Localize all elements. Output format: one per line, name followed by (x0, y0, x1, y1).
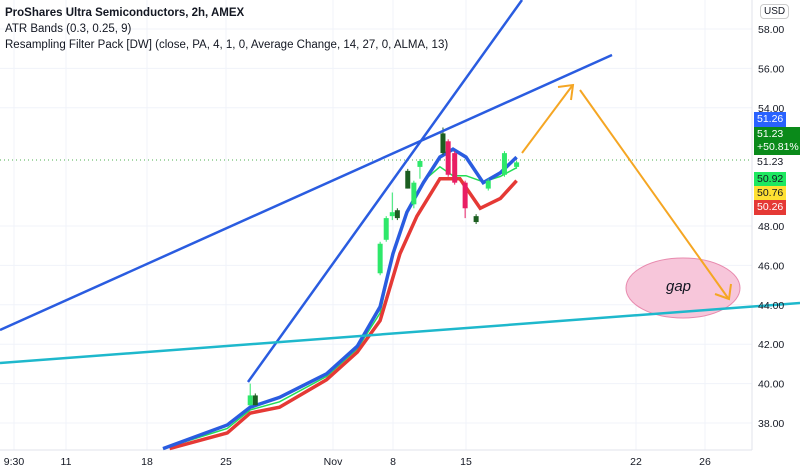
candle[interactable] (377, 241, 383, 276)
currency-label[interactable]: USD (760, 4, 790, 19)
candle[interactable] (411, 180, 417, 209)
y-tick-label: 44.00 (758, 300, 784, 312)
x-tick-label: Nov (324, 456, 343, 468)
candle-body (440, 133, 446, 154)
mid-filter-line (162, 165, 517, 450)
candle-body (383, 218, 389, 240)
candle[interactable] (405, 168, 411, 189)
candle[interactable] (252, 393, 258, 406)
price-badge: 50.92 (754, 172, 787, 187)
candle-body (452, 153, 458, 183)
candle-body (377, 243, 383, 274)
trendline-steep[interactable] (246, 0, 524, 383)
y-tick-label: 42.00 (758, 339, 784, 351)
x-tick-label: 11 (61, 456, 72, 468)
symbol-title[interactable]: ProShares Ultra Semiconductors, 2h, AMEX (5, 7, 245, 19)
candle-body (405, 170, 411, 189)
candle[interactable] (394, 208, 400, 221)
candle-body (473, 216, 479, 223)
candle-body (485, 180, 491, 189)
x-tick-label: 8 (390, 456, 396, 468)
indicator-resampling-filter[interactable]: Resampling Filter Pack [DW] (close, PA, … (5, 39, 449, 51)
candle-body (411, 182, 417, 205)
candle[interactable] (383, 216, 389, 242)
candle[interactable] (473, 214, 479, 225)
legend: ProShares Ultra Semiconductors, 2h, AMEX… (5, 5, 448, 53)
gap-label: gap (666, 278, 692, 295)
candle-body (252, 395, 258, 406)
x-tick-label: 15 (460, 456, 472, 468)
candle-body (462, 182, 468, 209)
x-tick-label: 22 (630, 456, 642, 468)
gap-ellipse[interactable] (625, 257, 741, 319)
x-tick-label: 25 (220, 456, 232, 468)
y-tick-label: 56.00 (758, 63, 784, 75)
candle[interactable] (501, 151, 507, 177)
x-tick-label: 9:30 (4, 456, 25, 468)
arrow-down[interactable] (579, 89, 729, 299)
price-badge: 50.26 (754, 200, 787, 215)
candle-body (247, 395, 253, 406)
upper-band-line[interactable] (162, 147, 518, 451)
y-tick-label: 54.00 (758, 103, 784, 115)
y-tick-label: 48.00 (758, 221, 784, 233)
candle[interactable] (452, 151, 458, 185)
x-tick-label: 18 (141, 456, 153, 468)
candle[interactable] (389, 192, 395, 221)
price-badge: 51.26 (754, 112, 787, 127)
indicator-atr-bands[interactable]: ATR Bands (0.3, 0.25, 9) (5, 23, 132, 35)
y-tick-label: 46.00 (758, 260, 784, 272)
x-tick-label: 26 (699, 456, 711, 468)
candle-body (514, 162, 520, 167)
arrow-up[interactable] (521, 85, 573, 154)
grid (0, 0, 752, 450)
y-tick-label: 58.00 (758, 24, 784, 36)
arrow-down-head (714, 283, 732, 301)
candle[interactable] (445, 139, 451, 177)
price-badge: 50.76 (754, 186, 787, 201)
candle[interactable] (485, 178, 491, 191)
candle-body (394, 210, 400, 219)
trendline-long[interactable] (0, 53, 613, 332)
price-badge: 51.23 (754, 155, 787, 170)
candle[interactable] (514, 160, 520, 169)
y-tick-label: 38.00 (758, 418, 784, 430)
candle[interactable] (462, 180, 468, 219)
lower-band-line[interactable] (169, 176, 518, 451)
candle[interactable] (247, 383, 253, 406)
candle[interactable] (417, 159, 423, 179)
candle-body (417, 160, 423, 167)
support-line[interactable] (0, 301, 800, 365)
candle-body (445, 141, 451, 175)
y-tick-label: 40.00 (758, 379, 784, 391)
price-badge: 51.23 +50.81% (754, 127, 800, 155)
arrow-up-head (557, 83, 575, 101)
candle-body (389, 212, 395, 217)
candle-body (501, 153, 507, 175)
